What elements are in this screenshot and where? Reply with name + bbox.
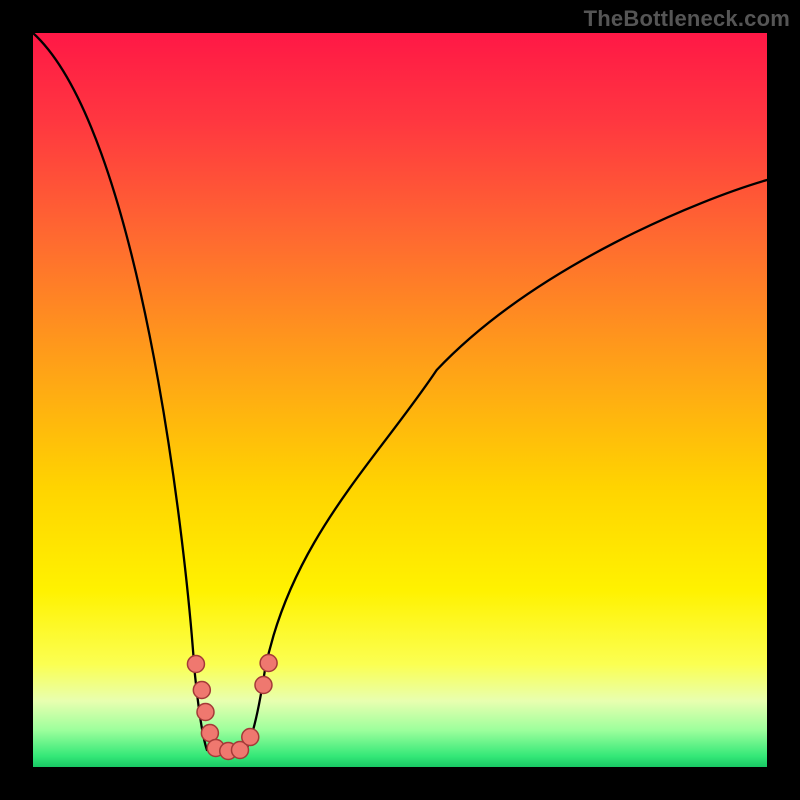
gradient-background [33,33,767,767]
data-point [197,704,214,721]
data-point [255,677,272,694]
data-point [187,656,204,673]
data-point [260,655,277,672]
data-point [242,729,259,746]
data-point [193,682,210,699]
watermark-text: TheBottleneck.com [584,6,790,32]
bottleneck-chart [0,0,800,800]
chart-container: TheBottleneck.com [0,0,800,800]
